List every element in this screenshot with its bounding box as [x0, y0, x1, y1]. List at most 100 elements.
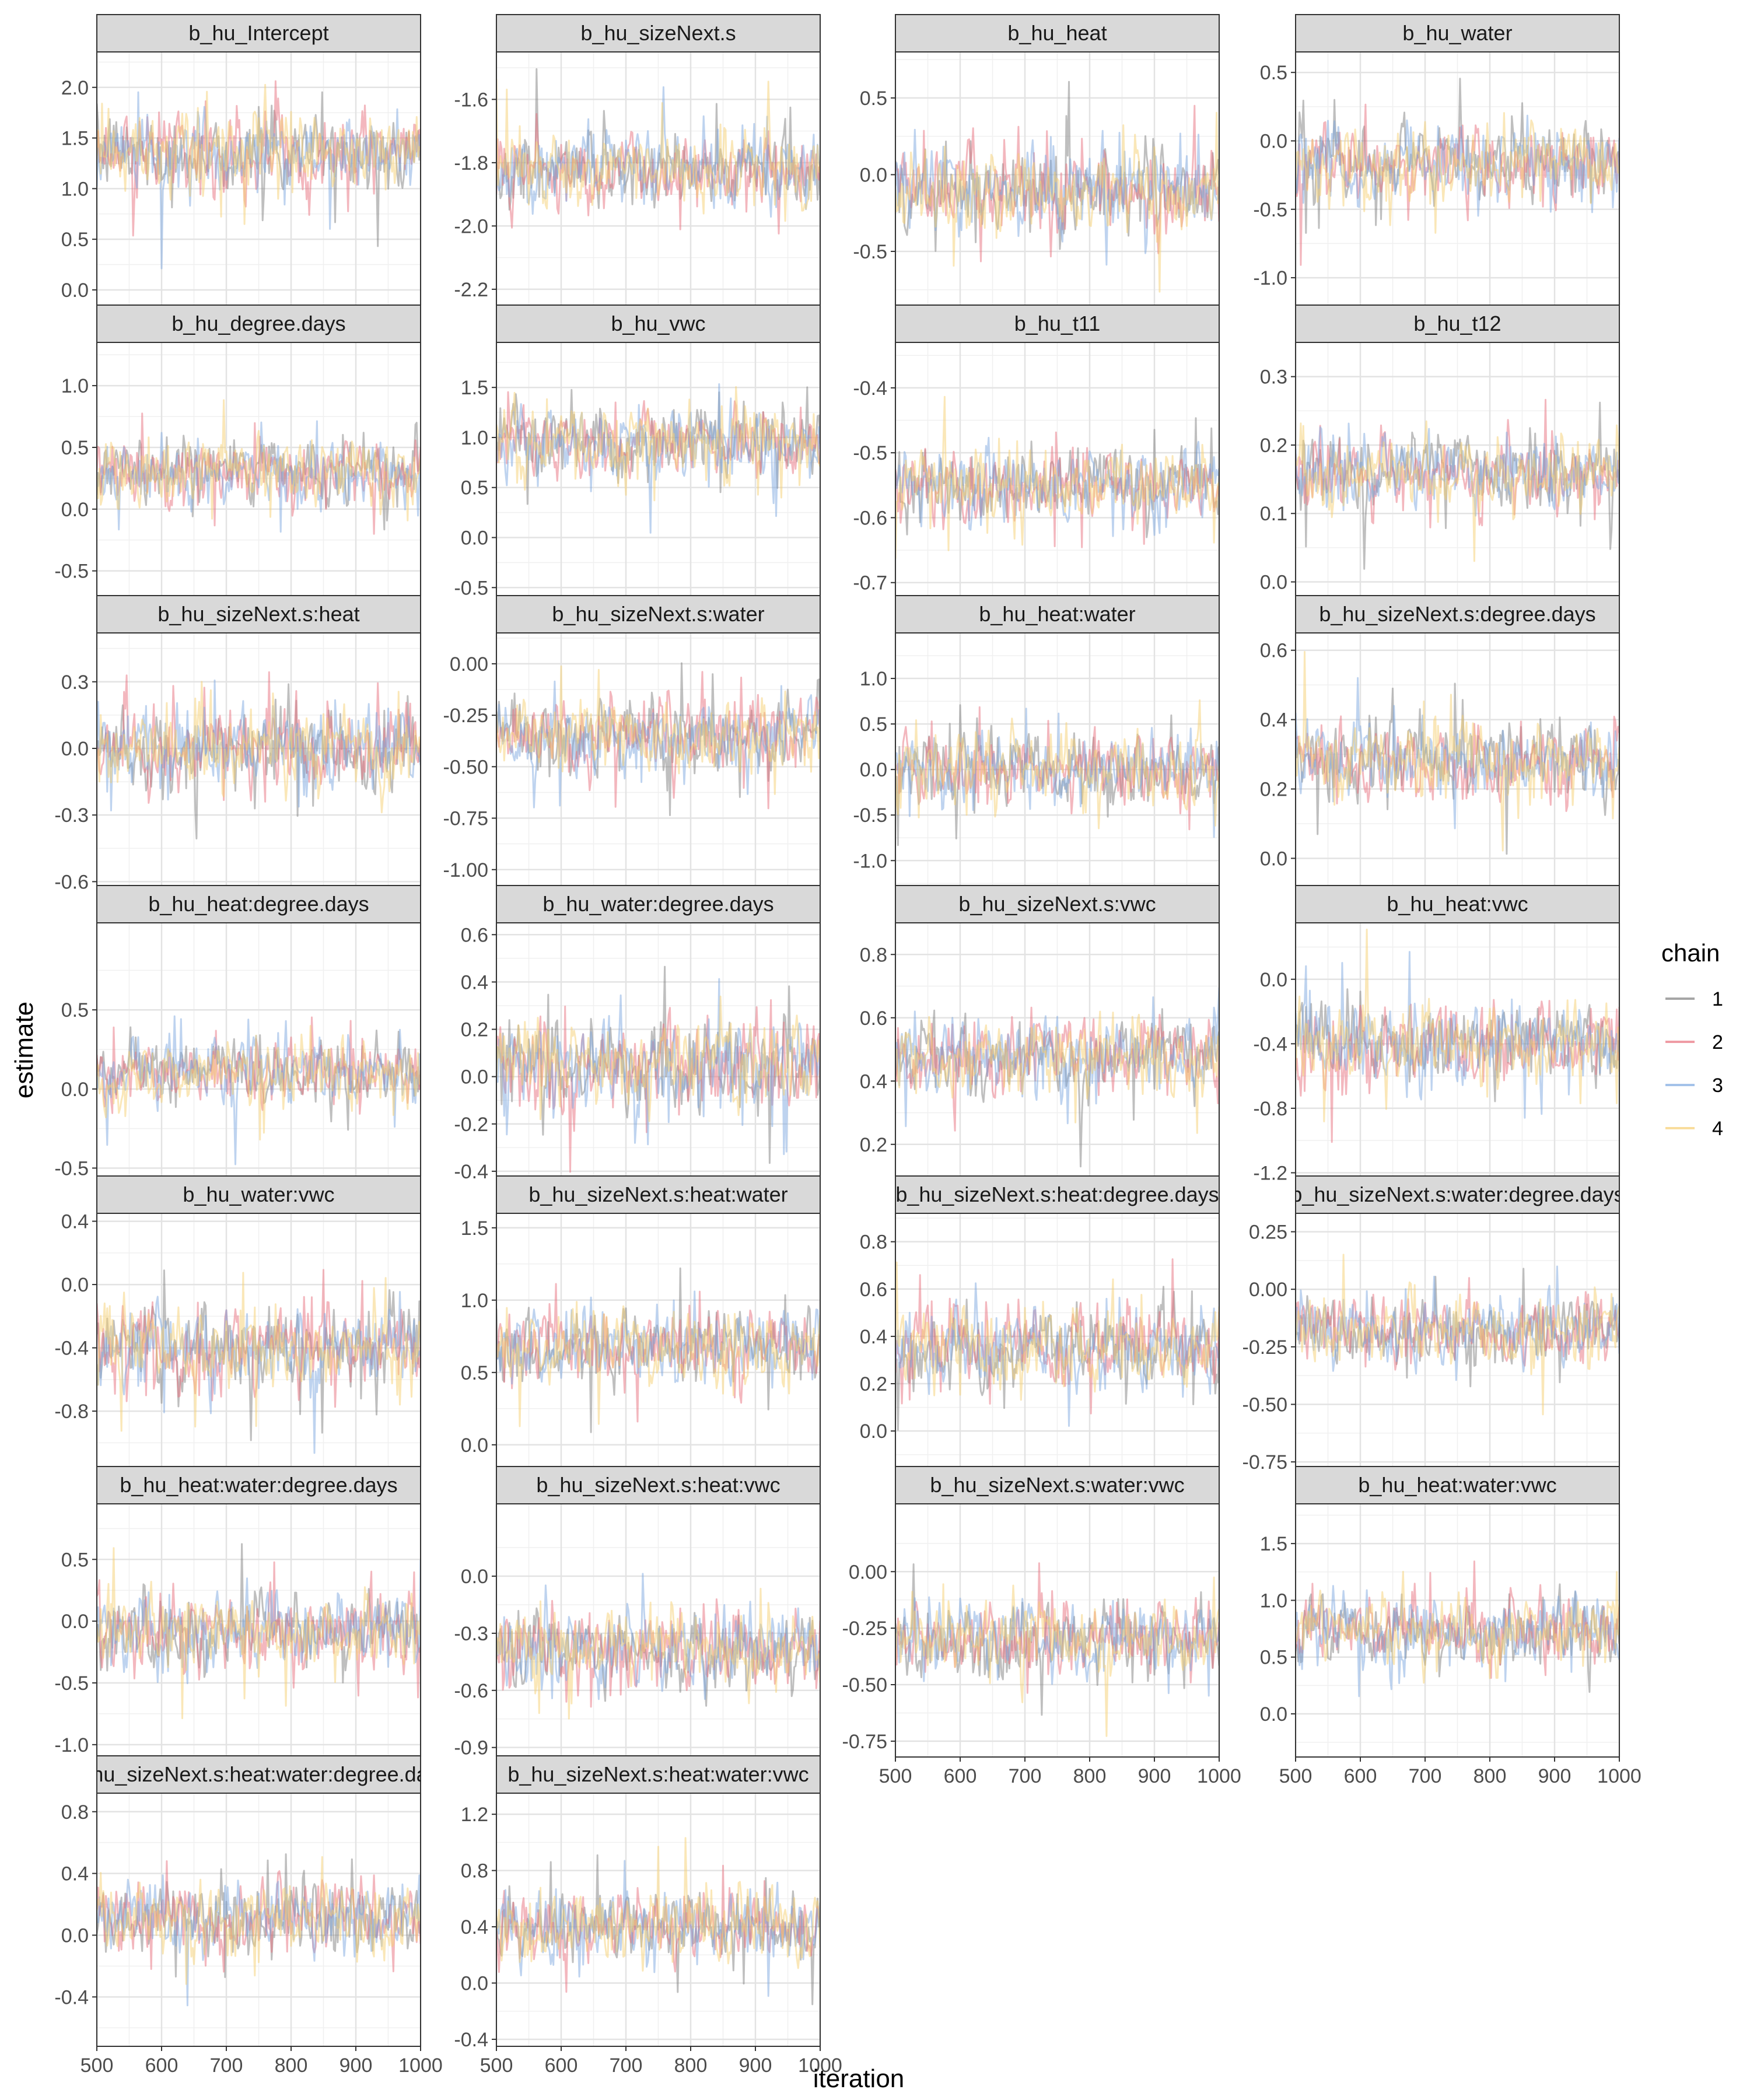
y-tick-label: -0.7: [853, 572, 887, 594]
y-tick-label: 0.8: [860, 1231, 887, 1254]
trace-line-chain-4: [97, 83, 421, 225]
y-tick-label: -0.5: [853, 804, 887, 827]
y-tick-label: 0.1: [1260, 503, 1287, 525]
trace-lines: [895, 1258, 1219, 1431]
y-tick-label: -1.0: [853, 850, 887, 872]
y-tick-label: -0.5: [54, 561, 89, 583]
legend-label-chain-1: 1: [1712, 988, 1723, 1010]
y-tick-label: 2.0: [61, 77, 89, 99]
y-tick-label: 0.5: [461, 477, 488, 499]
trace-lines: [496, 662, 820, 816]
y-tick-label: -1.8: [454, 152, 488, 174]
x-tick-label: 600: [944, 1765, 977, 1787]
y-tick-label: 0.0: [461, 1973, 488, 1995]
x-tick-label: 900: [1538, 1765, 1572, 1787]
y-tick-label: -0.3: [454, 1623, 488, 1645]
y-tick-label: 0.5: [1260, 62, 1287, 84]
facet-title: b_hu_water:degree.days: [542, 892, 774, 916]
trace-line-chain-3: [1296, 1265, 1619, 1381]
y-tick-label: 1.5: [461, 377, 488, 399]
facet-strip: [1295, 885, 1620, 923]
facet-panel: b_hu_sizeNext.s:degree.days 0.0 0.2 0.4 0.6: [1260, 595, 1620, 887]
trace-line-chain-4: [1296, 1570, 1619, 1684]
y-tick-label: -0.6: [853, 507, 887, 529]
facet-title: b_hu_Intercept: [188, 21, 328, 45]
y-tick-label: 0.8: [461, 1860, 488, 1882]
trace-line-chain-4: [97, 1272, 421, 1432]
facet-strip: [895, 14, 1220, 52]
facet-title: b_hu_water: [1402, 21, 1512, 45]
facet-panel: b_hu_Intercept 0.0 0.5 1.0 1.5 2.0: [61, 14, 422, 306]
y-tick-label: 0.5: [860, 713, 887, 736]
y-tick-label: -0.4: [54, 1338, 89, 1360]
facet-title: b_hu_sizeNext.s:degree.days: [1319, 602, 1595, 626]
y-tick-label: 0.2: [1260, 779, 1287, 801]
facet-strip: [895, 595, 1220, 634]
y-tick-label: 0.00: [1249, 1279, 1287, 1301]
y-tick-label: 0.3: [1260, 366, 1287, 388]
y-tick-label: 1.5: [61, 128, 89, 150]
y-tick-label: 0.6: [461, 924, 488, 946]
y-tick-label: 0.0: [461, 527, 488, 550]
y-tick-label: -0.6: [454, 1680, 488, 1702]
x-tick-label: 700: [1409, 1765, 1442, 1787]
y-tick-label: -2.0: [454, 215, 488, 237]
y-tick-label: 1.0: [461, 1290, 488, 1312]
facet-panel: b_hu_sizeNext.s:water:degree.days -0.75 -0…: [1242, 1175, 1620, 1474]
y-tick-label: 0.0: [61, 1611, 89, 1633]
y-tick-label: -0.4: [54, 1986, 89, 2008]
facet-panel: b_hu_sizeNext.s:water -1.00 -0.75 -0.50 -0.2…: [443, 595, 821, 887]
facet-panel: b_hu_heat:water:vwc 0.0 0.5 1.0 1.5 500 600 700…: [1260, 1466, 1642, 1787]
facet-title: b_hu_t12: [1413, 312, 1501, 335]
trace-lines: [895, 80, 1219, 293]
y-tick-label: -0.5: [853, 241, 887, 263]
y-tick-label: -0.4: [454, 2029, 488, 2051]
y-tick-label: 0.0: [61, 738, 89, 760]
trace-line-chain-4: [1296, 112, 1619, 234]
y-tick-label: 1.0: [1260, 1590, 1287, 1612]
trace-lines: [895, 987, 1219, 1168]
facet-strip: [1295, 595, 1620, 634]
y-tick-label: 0.0: [1260, 130, 1287, 152]
facet-title: b_hu_sizeNext.s:vwc: [958, 892, 1156, 916]
y-tick-label: 0.00: [849, 1561, 887, 1583]
y-tick-label: 0.5: [461, 1362, 488, 1384]
y-tick-label: 0.5: [860, 88, 887, 110]
x-tick-label: 500: [1279, 1765, 1312, 1787]
facet-strip: [96, 595, 421, 634]
trace-line-chain-2: [496, 1864, 820, 1993]
y-tick-label: -0.8: [1253, 1098, 1287, 1120]
facet-panel: b_hu_water:degree.days -0.4 -0.2 0.0 0.2 0.4 0…: [454, 885, 821, 1183]
x-tick-label: 1000: [1197, 1765, 1241, 1787]
x-tick-label: 800: [1073, 1765, 1107, 1787]
panel-border: [96, 1793, 421, 2047]
facet-panel: b_hu_degree.days -0.5 0.0 0.5 1.0: [54, 304, 422, 596]
y-tick-label: -1.0: [54, 1734, 89, 1756]
x-tick-label: 500: [80, 2054, 114, 2077]
x-tick-label: 1000: [1597, 1765, 1642, 1787]
y-tick-label: 1.0: [61, 178, 89, 200]
y-tick-label: 0.2: [860, 1134, 887, 1156]
trace-line-chain-4: [895, 699, 1219, 830]
trace-line-chain-3: [496, 86, 820, 218]
trace-lines: [97, 399, 421, 535]
trace-line-chain-4: [1296, 1254, 1619, 1416]
trace-line-chain-4: [895, 111, 1219, 293]
y-tick-label: -1.0: [1253, 267, 1287, 289]
facet-panel: b_hu_heat:water -1.0 -0.5 0.0 0.5 1.0: [853, 595, 1220, 887]
y-tick-label: -0.25: [443, 705, 489, 727]
trace-line-chain-4: [496, 665, 820, 795]
y-tick-label: 1.5: [1260, 1533, 1287, 1555]
trace-lines: [496, 383, 820, 534]
facet-panel: b_hu_water:vwc -0.8 -0.4 0.0 0.4: [54, 1175, 422, 1467]
y-tick-label: 1.5: [461, 1217, 488, 1240]
trace-line-chain-3: [895, 987, 1219, 1128]
facet-panel: b_hu_heat -0.5 0.0 0.5: [853, 14, 1220, 306]
facet-panel: b_hu_t12 0.0 0.1 0.2 0.3: [1260, 304, 1620, 596]
y-tick-label: 0.0: [61, 499, 89, 521]
facet-strip: [496, 885, 821, 923]
y-tick-label: 0.0: [1260, 572, 1287, 594]
y-tick-label: -1.2: [1253, 1162, 1287, 1184]
facet-strip: [1295, 304, 1620, 343]
